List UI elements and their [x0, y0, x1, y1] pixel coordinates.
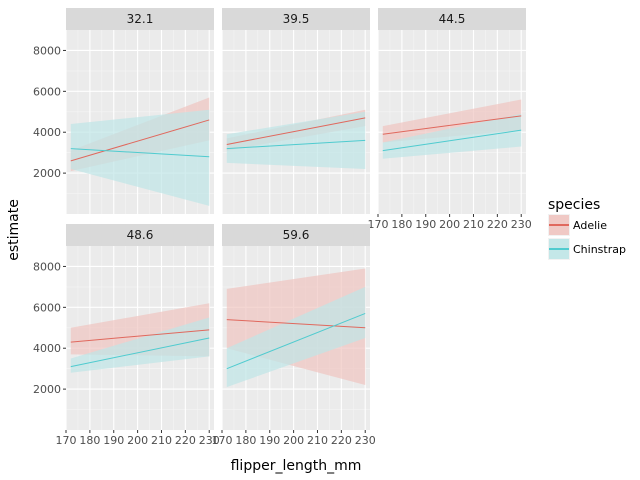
y-tick-label: 8000 [33, 260, 61, 273]
legend-label: Chinstrap [573, 243, 626, 256]
y-tick-label: 4000 [33, 126, 61, 139]
x-tick-label: 180 [79, 434, 100, 447]
confidence-band-chinstrap [226, 286, 366, 388]
facet-strip [66, 8, 214, 30]
facet-strip [378, 8, 526, 30]
y-tick-label: 6000 [33, 301, 61, 314]
facet-panel-39.5: 39.5 [221, 8, 370, 214]
trend-line-chinstrap [70, 148, 210, 158]
trend-line-adelie [70, 119, 210, 162]
facet-label: 39.5 [283, 12, 310, 26]
y-tick-label: 2000 [33, 383, 61, 396]
trend-line-adelie [226, 319, 366, 329]
x-tick-label: 200 [127, 434, 148, 447]
facet-label: 59.6 [283, 228, 310, 242]
facet-panel-32.1: 32.1 2000 4000 6000 8000 [33, 8, 214, 214]
trend-line-adelie [226, 117, 366, 145]
trend-line-chinstrap [382, 129, 522, 152]
y-tick-label: 6000 [33, 85, 61, 98]
x-tick-label: 180 [235, 434, 256, 447]
x-tick-label: 220 [331, 434, 352, 447]
x-tick-label: 190 [415, 218, 436, 231]
confidence-band-chinstrap [70, 109, 210, 206]
y-tick-label: 4000 [33, 342, 61, 355]
y-axis-title: estimate [6, 199, 22, 261]
y-tick-label: 8000 [33, 44, 61, 57]
legend: species Adelie Chinstrap [548, 197, 626, 260]
x-tick-label: 190 [103, 434, 124, 447]
x-tick-label: 170 [56, 434, 77, 447]
x-tick-label: 200 [439, 218, 460, 231]
x-tick-label: 210 [307, 434, 328, 447]
confidence-band-chinstrap [382, 113, 522, 159]
facet-label: 44.5 [439, 12, 466, 26]
x-axis-title: flipper_length_mm [231, 458, 362, 474]
x-tick-label: 210 [463, 218, 484, 231]
facet-label: 32.1 [127, 12, 154, 26]
x-tick-label: 220 [175, 434, 196, 447]
facet-label: 48.6 [127, 228, 154, 242]
facet-panel-48.6: 48.6 2000 4000 6000 8000 170 180 190 200 210 220 23… [33, 224, 220, 447]
confidence-band-chinstrap [70, 317, 210, 373]
facet-strip [222, 224, 370, 246]
legend-label: Adelie [573, 219, 607, 232]
x-tick-label: 220 [487, 218, 508, 231]
trend-line-chinstrap [70, 337, 210, 368]
x-tick-label: 170 [368, 218, 389, 231]
trend-line-chinstrap [226, 139, 366, 150]
trend-line-chinstrap [226, 313, 366, 370]
trend-line-adelie [382, 115, 522, 135]
x-tick-label: 230 [511, 218, 532, 231]
legend-title: species [548, 197, 600, 213]
facet-panel-59.6: 59.6 170 180 190 200 210 220 230 [212, 224, 376, 447]
x-tick-label: 210 [151, 434, 172, 447]
confidence-band-chinstrap [226, 111, 366, 170]
trend-line-adelie [70, 329, 210, 343]
x-tick-label: 200 [283, 434, 304, 447]
x-tick-label: 190 [259, 434, 280, 447]
x-tick-label: 230 [355, 434, 376, 447]
facet-strip [66, 224, 214, 246]
x-tick-label: 170 [212, 434, 233, 447]
y-tick-label: 2000 [33, 167, 61, 180]
facet-strip [222, 8, 370, 30]
facet-panel-44.5: 44.5 170 180 190 200 210 220 230 [368, 8, 532, 231]
x-tick-label: 230 [199, 434, 220, 447]
x-tick-label: 180 [391, 218, 412, 231]
